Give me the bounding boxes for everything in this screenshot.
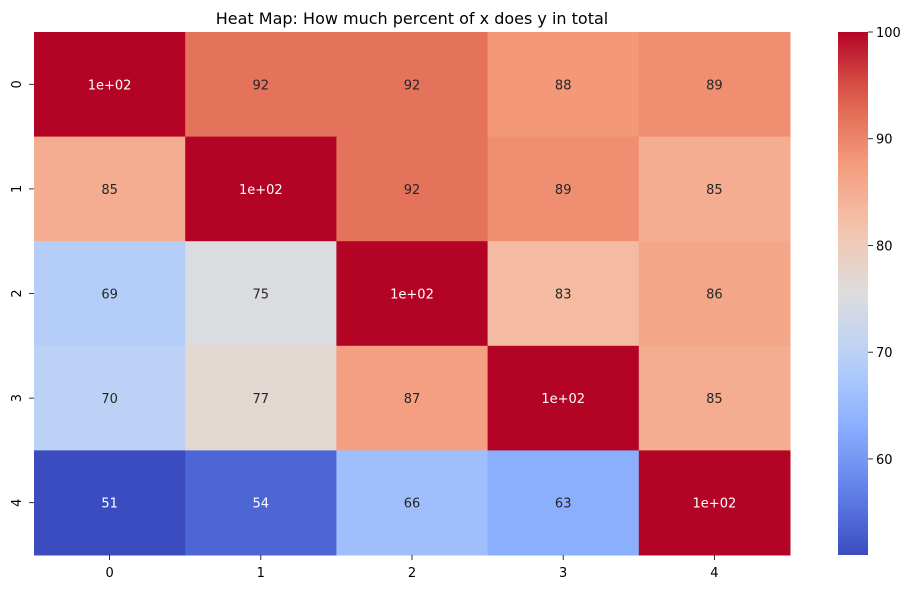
colorbar-tick-label-2: 80 (876, 239, 893, 254)
heatmap-cell-r0-c1 (185, 32, 337, 138)
y-tick-label-4: 4 (10, 499, 25, 507)
x-axis: 0 1 2 3 4 (105, 555, 719, 581)
cell-annotation-r3-c2: 87 (404, 392, 421, 407)
heatmap-cell-r4-c0 (34, 450, 186, 556)
x-tick-label-2: 2 (408, 566, 416, 581)
cell-annotation-r1-c4: 85 (706, 183, 723, 198)
heatmap-cell-r4-c4 (638, 450, 791, 556)
cell-annotation-r0-c1: 92 (253, 78, 270, 93)
heatmap-cell-r2-c0 (34, 241, 186, 347)
cell-annotation-r4-c0: 51 (101, 497, 118, 512)
cell-annotation-r1-c3: 89 (555, 183, 572, 198)
heatmap-cell-r1-c1 (185, 136, 337, 242)
cell-annotation-r3-c1: 77 (253, 392, 270, 407)
y-tick-label-0: 0 (10, 80, 25, 88)
heatmap-cell-r0-c3 (487, 32, 640, 138)
y-tick-label-2: 2 (10, 289, 25, 297)
cell-annotation-r3-c0: 70 (101, 392, 118, 407)
cell-annotation-r2-c1: 75 (253, 288, 270, 303)
cell-annotation-r0-c3: 88 (555, 78, 572, 93)
y-tick-label-3: 3 (10, 394, 25, 402)
cell-annotation-r2-c0: 69 (101, 288, 118, 303)
heatmap-cell-r4-c3 (487, 450, 640, 556)
cell-annotation-r0-c4: 89 (706, 78, 723, 93)
cell-annotation-r4-c2: 66 (404, 497, 421, 512)
y-tick-label-1: 1 (10, 185, 25, 193)
cell-annotation-r0-c2: 92 (404, 78, 421, 93)
y-axis: 0 1 2 3 4 (10, 80, 34, 507)
colorbar-tick-label-4: 100 (876, 26, 901, 41)
heatmap-cell-r4-c2 (336, 450, 489, 556)
cell-annotation-r1-c1: 1e+02 (239, 183, 283, 198)
colorbar: 60 70 80 90 100 (838, 26, 901, 555)
heatmap-cell-r3-c1 (185, 345, 337, 451)
cell-annotation-r1-c0: 85 (101, 183, 118, 198)
colorbar-tick-label-1: 70 (876, 346, 893, 361)
heatmap-cell-r2-c3 (487, 241, 640, 347)
colorbar-tick-label-0: 60 (876, 453, 893, 468)
heatmap-cell-r0-c0 (34, 32, 186, 138)
cell-annotation-r4-c1: 54 (253, 497, 270, 512)
heatmap-cell-r1-c4 (638, 136, 791, 242)
heatmap-cell-r3-c0 (34, 345, 186, 451)
cell-annotation-r2-c3: 83 (555, 288, 572, 303)
heatmap-cell-r3-c3 (487, 345, 640, 451)
heatmap-cell-r1-c0 (34, 136, 186, 242)
heatmap-cell-r2-c4 (638, 241, 791, 347)
x-tick-label-0: 0 (105, 566, 113, 581)
heatmap-cell-r1-c3 (487, 136, 640, 242)
x-tick-label-1: 1 (257, 566, 265, 581)
cell-annotation-r3-c4: 85 (706, 392, 723, 407)
cell-annotation-r2-c2: 1e+02 (390, 288, 434, 303)
cell-annotation-r3-c3: 1e+02 (541, 392, 585, 407)
heatmap-cell-r3-c4 (638, 345, 791, 451)
heatmap-cell-r2-c1 (185, 241, 337, 347)
cell-annotation-r0-c0: 1e+02 (88, 78, 132, 93)
cell-annotation-r2-c4: 86 (706, 288, 723, 303)
colorbar-scale (838, 32, 868, 555)
x-tick-label-4: 4 (710, 566, 718, 581)
x-tick-label-3: 3 (559, 566, 567, 581)
chart-title: Heat Map: How much percent of x does y i… (216, 9, 608, 28)
heatmap-cell-r4-c1 (185, 450, 337, 556)
cell-annotation-r4-c4: 1e+02 (693, 497, 737, 512)
colorbar-tick-label-3: 90 (876, 133, 893, 148)
cell-annotation-r4-c3: 63 (555, 497, 572, 512)
cell-annotation-r1-c2: 92 (404, 183, 421, 198)
heatmap-cell-r1-c2 (336, 136, 489, 242)
heatmap-cells: 1e+02 92 92 88 89 85 1e+02 92 89 85 69 75 1e+02 83 86 7… (34, 32, 791, 556)
heatmap-cell-r0-c4 (638, 32, 791, 138)
heatmap-cell-r3-c2 (336, 345, 489, 451)
heatmap-cell-r0-c2 (336, 32, 489, 138)
heatmap-cell-r2-c2 (336, 241, 489, 347)
